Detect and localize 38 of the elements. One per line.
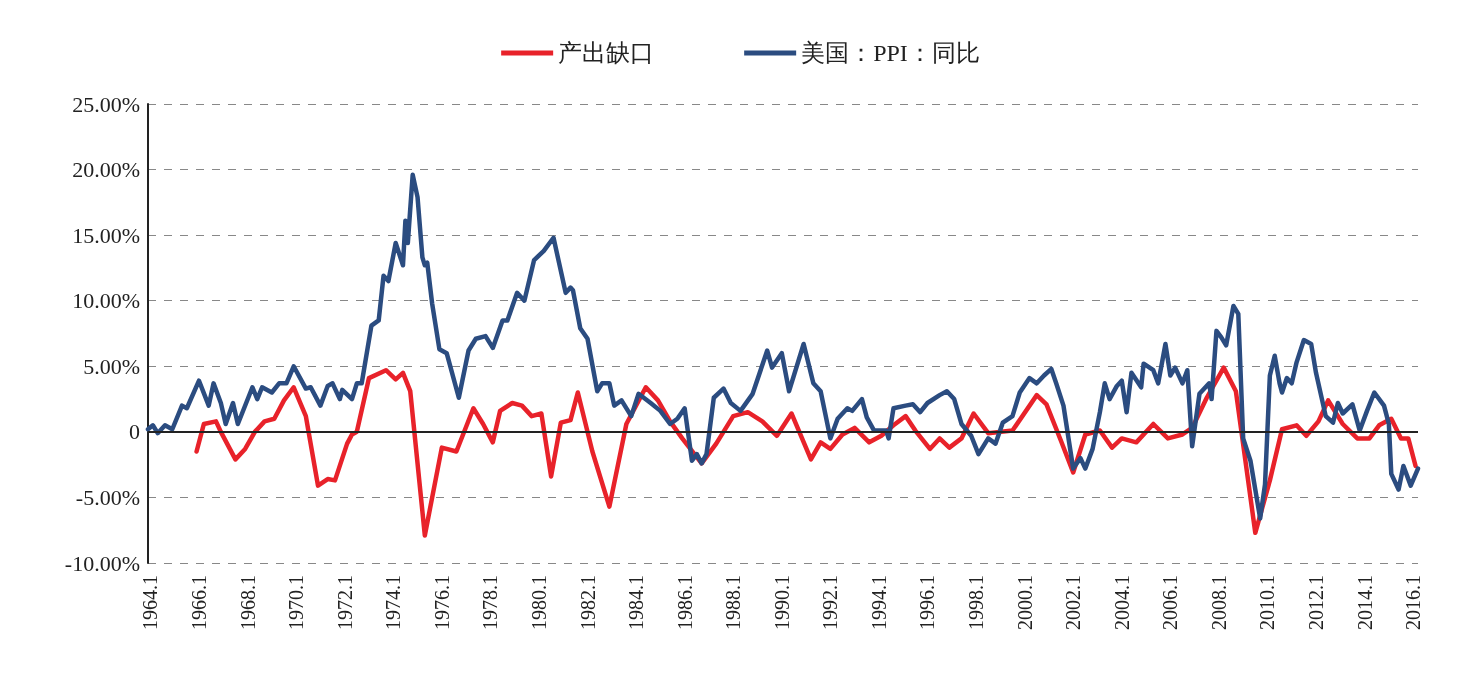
x-tick-label: 2010.1 [1256,575,1279,630]
y-tick-label: -10.00% [64,550,140,576]
x-tick-label: 2002.1 [1062,575,1085,630]
x-tick-label: 2004.1 [1110,575,1133,630]
x-tick-label: 1974.1 [382,575,405,630]
y-tick-label: 20.00% [72,157,140,183]
x-tick-label: 2006.1 [1159,575,1182,630]
y-tick-label: 0 [129,419,140,445]
y-tick-label: -5.00% [75,484,140,510]
x-tick-label: 1968.1 [236,575,259,630]
x-tick-label: 1980.1 [527,575,550,630]
y-tick-label: 25.00% [72,91,140,117]
x-tick-label: 1972.1 [333,575,356,630]
x-tick-label: 1990.1 [770,575,793,630]
x-tick-label: 1984.1 [625,575,648,630]
y-tick-label: 10.00% [72,288,140,314]
x-tick-label: 2012.1 [1305,575,1328,630]
legend-label: 产出缺口 [558,40,655,66]
x-tick-label: 2014.1 [1353,575,1376,630]
x-tick-label: 1988.1 [722,575,745,630]
x-tick-label: 1986.1 [673,575,696,630]
x-tick-label: 1976.1 [430,575,453,630]
x-tick-label: 1982.1 [576,575,599,630]
x-tick-label: 1964.1 [139,575,162,630]
y-tick-label: 5.00% [83,353,140,379]
x-tick-label: 2008.1 [1207,575,1230,630]
x-tick-label: 1994.1 [867,575,890,630]
x-tick-label: 1978.1 [479,575,502,630]
x-tick-label: 2000.1 [1013,575,1036,630]
legend-label: 美国：PPI：同比 [801,40,980,66]
x-tick-label: 1992.1 [819,575,842,630]
x-tick-label: 2016.1 [1402,575,1425,630]
y-tick-label: 15.00% [72,222,140,248]
x-tick-label: 1970.1 [285,575,308,630]
x-tick-label: 1966.1 [187,575,210,630]
x-tick-label: 1996.1 [916,575,939,630]
x-tick-label: 1998.1 [965,575,988,630]
line-series [145,172,1421,521]
